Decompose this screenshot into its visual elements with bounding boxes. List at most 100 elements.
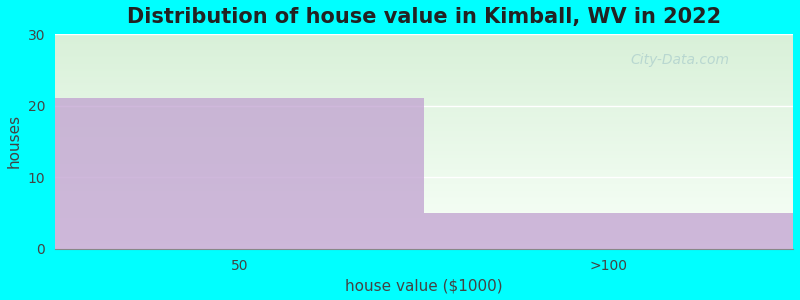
Bar [55,36,793,37]
Bar [55,155,793,156]
Bar [55,135,793,136]
Bar [55,78,793,79]
Bar [55,158,793,159]
Bar [55,232,793,233]
Bar [55,195,793,196]
Bar [55,211,793,212]
Bar [55,144,793,145]
Bar [55,190,793,191]
Bar [55,75,793,76]
Bar [55,198,793,200]
Bar [55,197,793,198]
Bar [55,35,793,36]
Bar [55,151,793,152]
Bar [55,116,793,117]
Bar [55,192,793,193]
Bar [55,134,793,135]
Bar [55,122,793,123]
Bar [55,109,793,110]
Bar [55,58,793,59]
Bar [55,208,793,209]
Bar [55,148,793,149]
Bar [55,218,793,219]
Bar [55,94,793,95]
Bar [55,80,793,81]
Bar [55,52,793,53]
Bar [55,146,793,147]
Bar [55,137,793,138]
Bar [55,56,793,57]
Title: Distribution of house value in Kimball, WV in 2022: Distribution of house value in Kimball, … [127,7,721,27]
Bar [55,174,793,175]
Bar [55,61,793,62]
Bar [55,59,793,60]
Bar [55,79,793,80]
Bar [55,202,793,204]
Bar [55,242,793,243]
Bar [55,179,793,180]
Bar [55,244,793,246]
Bar [55,246,793,247]
Bar [55,100,793,102]
Bar [55,162,793,163]
Bar [55,81,793,83]
Bar [55,225,793,226]
Bar [55,64,793,65]
Bar [55,38,793,39]
Bar [55,163,793,164]
Bar [55,117,793,118]
Bar [55,139,793,140]
Bar [55,220,793,221]
Bar [55,85,793,86]
Bar [55,103,793,104]
Bar [55,120,793,121]
Bar [55,66,793,67]
Bar [55,238,793,239]
Bar [55,93,793,94]
Bar [55,53,793,55]
Bar [55,200,793,202]
Bar [55,161,793,162]
Bar [55,123,793,124]
Bar [55,209,793,210]
Bar [55,172,793,174]
Bar [55,131,793,132]
Bar [55,57,793,58]
Bar [55,166,793,167]
Bar [55,159,793,160]
Bar [55,214,793,215]
Bar [55,74,793,75]
Bar [55,194,793,195]
Bar [55,108,793,109]
Bar [424,213,793,249]
Bar [55,219,793,220]
Bar [55,67,793,68]
Bar [55,160,793,161]
Bar [55,65,793,66]
Bar [55,138,793,139]
Bar [55,175,793,176]
Bar [55,100,793,101]
Bar [55,142,793,144]
Bar [55,248,793,249]
Bar [55,72,793,73]
Bar [55,236,793,237]
Bar [55,92,793,93]
Bar [55,228,793,230]
Bar [55,83,793,85]
Bar [55,96,793,98]
Bar [55,88,793,89]
Bar [55,39,793,41]
X-axis label: house value ($1000): house value ($1000) [345,278,502,293]
Bar [55,76,793,77]
Bar [55,240,793,241]
Bar [55,106,793,107]
Bar [55,91,793,92]
Bar [55,184,793,185]
Bar [55,128,793,130]
Bar [55,164,793,165]
Bar [55,205,793,206]
Bar [55,233,793,234]
Bar [55,237,793,238]
Bar [55,102,793,103]
